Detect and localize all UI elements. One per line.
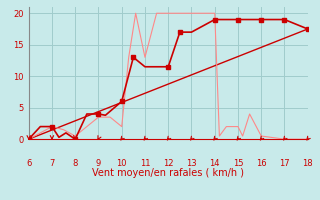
X-axis label: Vent moyen/en rafales ( km/h ): Vent moyen/en rafales ( km/h )	[92, 168, 244, 178]
